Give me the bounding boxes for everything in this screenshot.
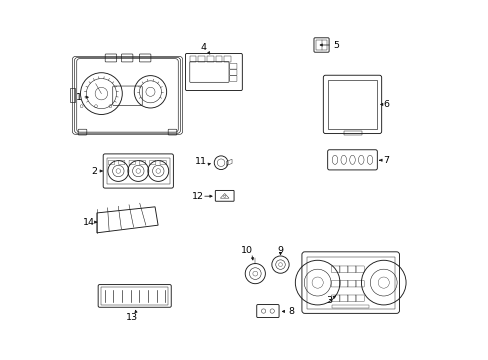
Bar — [332, 305, 368, 308]
Text: 14: 14 — [83, 217, 95, 227]
Text: 7: 7 — [383, 156, 389, 165]
Bar — [327, 80, 376, 129]
Text: 1: 1 — [76, 93, 81, 102]
Bar — [316, 40, 326, 50]
Text: 9: 9 — [277, 246, 283, 255]
Text: 4: 4 — [200, 43, 205, 52]
Text: 3: 3 — [325, 296, 331, 305]
Bar — [198, 56, 204, 62]
Bar — [343, 131, 361, 135]
Bar — [189, 56, 196, 62]
Text: 8: 8 — [288, 307, 294, 316]
Bar — [215, 56, 222, 62]
Bar — [101, 287, 168, 305]
Bar — [306, 256, 394, 309]
Text: 6: 6 — [383, 100, 389, 109]
Text: 13: 13 — [126, 313, 138, 322]
Text: 12: 12 — [191, 192, 203, 201]
Bar — [206, 56, 213, 62]
Text: 10: 10 — [241, 246, 253, 255]
Bar — [69, 88, 75, 102]
Bar — [224, 56, 230, 62]
Bar — [106, 158, 169, 184]
Text: 5: 5 — [333, 40, 339, 49]
Text: 2: 2 — [91, 166, 97, 175]
Text: 11: 11 — [195, 157, 207, 166]
